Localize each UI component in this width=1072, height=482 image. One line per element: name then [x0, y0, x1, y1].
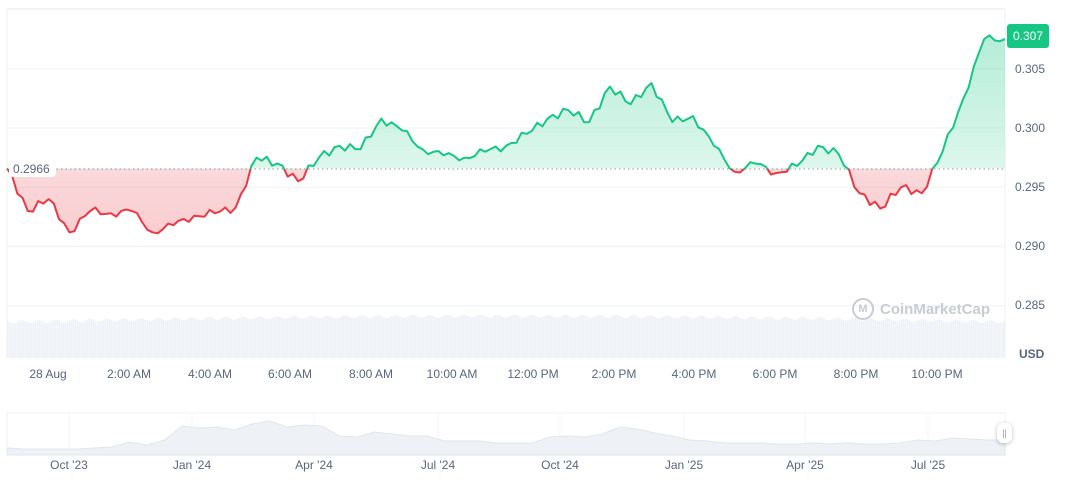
x-tick: 2:00 AM: [106, 367, 152, 381]
coinmarketcap-watermark: M CoinMarketCap: [852, 298, 990, 320]
navigator-tick: Oct '24: [541, 458, 579, 472]
navigator-tick: Jan '25: [664, 458, 704, 472]
navigator-area: [6, 420, 1006, 456]
navigator-tick: Oct '23: [50, 458, 88, 472]
price-line: [6, 34, 1006, 235]
price-area-fills: [7, 35, 1005, 234]
y-tick-0305: 0.305: [1015, 62, 1046, 76]
x-tick: 6:00 PM: [752, 367, 798, 381]
x-tick: 2:00 PM: [591, 367, 637, 381]
y-tick-0300: 0.300: [1015, 121, 1046, 135]
x-tick: 28 Aug: [29, 367, 67, 381]
y-tick-0285: 0.285: [1015, 298, 1046, 312]
x-tick: 6:00 AM: [267, 367, 313, 381]
x-tick: 10:00 PM: [911, 367, 963, 381]
coinmarketcap-logo-icon: M: [852, 298, 874, 320]
baseline-label: 0.2966: [9, 161, 56, 177]
y-tick-0290: 0.290: [1015, 239, 1046, 253]
navigator-tick: Jul '25: [910, 458, 946, 472]
x-tick: 10:00 AM: [426, 367, 478, 381]
navigator-tick: Jul '24: [420, 458, 456, 472]
y-tick-0295: 0.295: [1015, 180, 1046, 194]
navigator-tick: Apr '24: [295, 458, 333, 472]
x-tick: 8:00 AM: [348, 367, 394, 381]
navigator-tick: Jan '24: [172, 458, 212, 472]
x-tick: 8:00 PM: [833, 367, 879, 381]
navigator-range-handle[interactable]: ||: [997, 423, 1012, 443]
currency-label: USD: [1019, 347, 1045, 361]
watermark-text: CoinMarketCap: [880, 300, 991, 318]
current-price-badge: 0.307: [1007, 24, 1049, 48]
volume-bars: [7, 314, 1005, 358]
x-tick: 4:00 AM: [187, 367, 233, 381]
x-tick: 4:00 PM: [671, 367, 717, 381]
navigator-tick: Apr '25: [786, 458, 824, 472]
x-tick: 12:00 PM: [507, 367, 559, 381]
